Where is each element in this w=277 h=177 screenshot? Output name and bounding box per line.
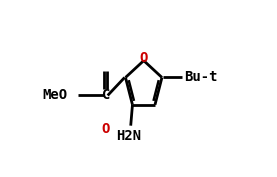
Text: O: O bbox=[102, 122, 110, 136]
Text: O: O bbox=[140, 51, 148, 65]
Text: Bu-t: Bu-t bbox=[184, 70, 217, 84]
Text: C: C bbox=[102, 88, 110, 102]
Text: MeO: MeO bbox=[43, 88, 68, 102]
Text: H2N: H2N bbox=[116, 129, 142, 143]
